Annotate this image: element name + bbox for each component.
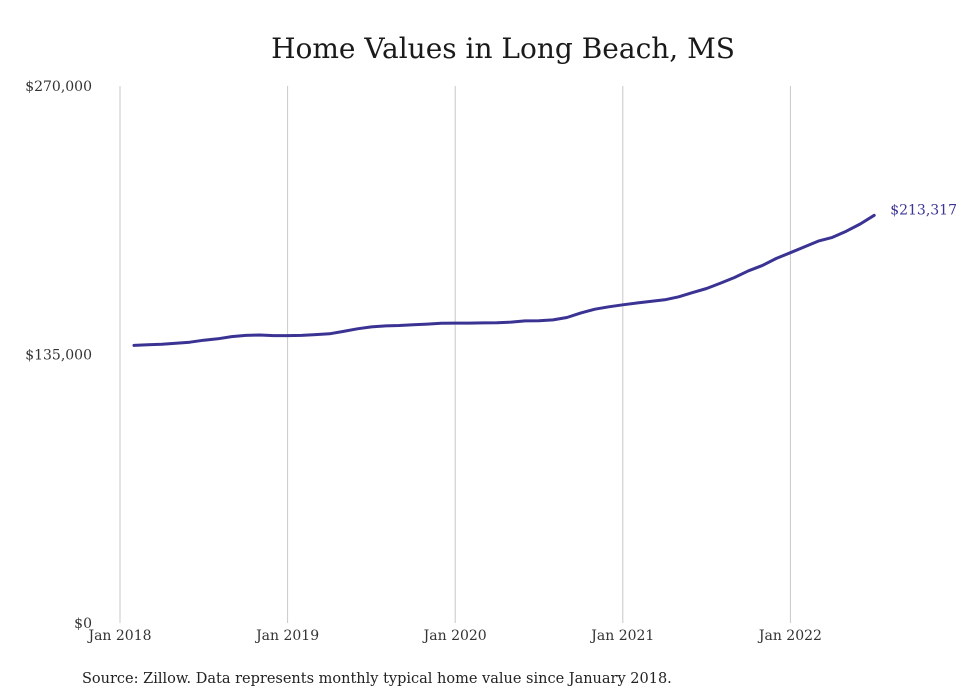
y-tick-label: $135,000	[25, 348, 92, 364]
end-value-label: $213,317	[890, 202, 957, 218]
gridlines	[119, 86, 791, 623]
x-axis-ticks: Jan 2018 Jan 2019 Jan 2020 Jan 2021 Jan 2022	[86, 628, 821, 644]
x-tick-label: Jan 2020	[422, 628, 487, 644]
y-tick-label: $270,000	[25, 79, 92, 95]
series-line-0	[132, 213, 876, 347]
chart-title: Home Values in Long Beach, MS	[271, 32, 735, 65]
x-tick-label: Jan 2022	[757, 628, 822, 644]
x-tick-label: Jan 2018	[86, 628, 151, 644]
y-tick-label: $0	[74, 616, 92, 632]
x-tick-label: Jan 2021	[589, 628, 654, 644]
source-note: Source: Zillow. Data represents monthly …	[82, 671, 672, 687]
y-axis-ticks: $0 $135,000 $270,000	[25, 79, 92, 632]
x-tick-label: Jan 2019	[254, 628, 319, 644]
series-layer	[132, 213, 876, 347]
